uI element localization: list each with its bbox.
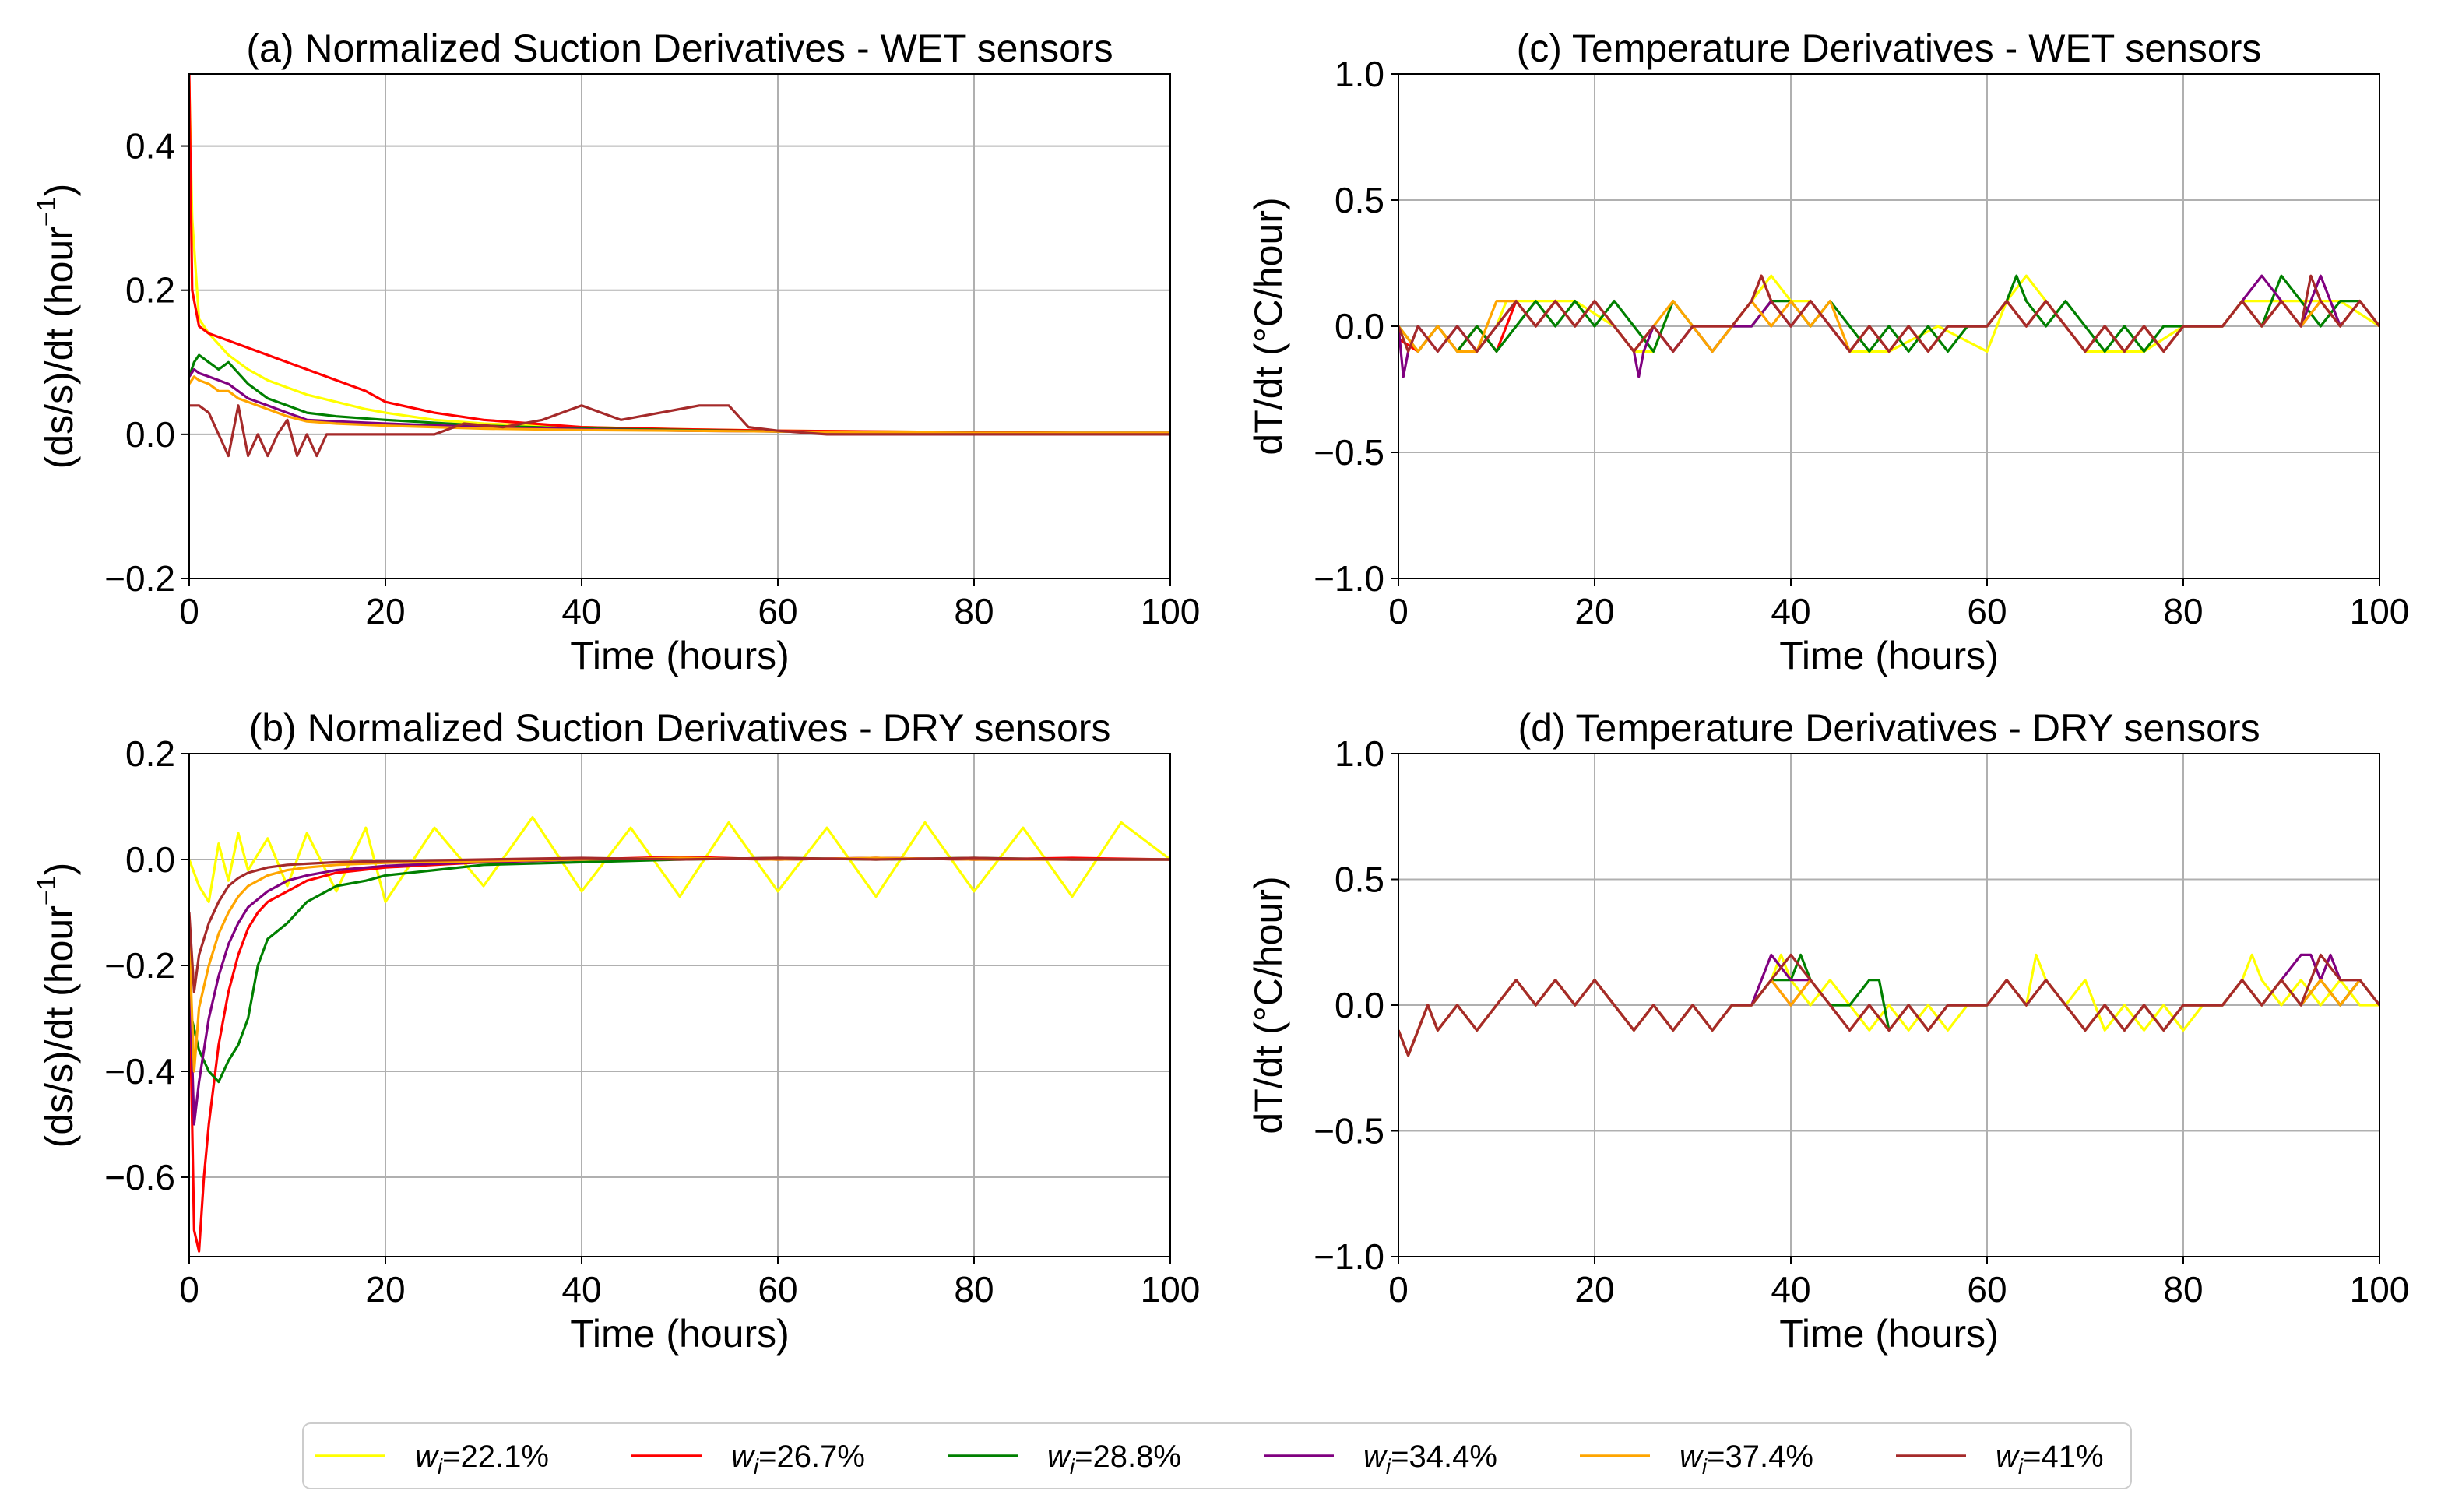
series-group xyxy=(1398,953,2379,1057)
x-tick-label: 60 xyxy=(1967,591,2007,631)
chart-title: (d) Temperature Derivatives - DRY sensor… xyxy=(1518,706,2260,750)
panels: 0 20 40 60 80 100 −0.2 0.0 0.2 0.4 (a) Normalized … xyxy=(32,26,2409,1356)
chart-title: (a) Normalized Suction Derivatives - WET… xyxy=(246,26,1113,70)
series-line-w41 xyxy=(189,404,1170,458)
y-tick-label: −0.6 xyxy=(104,1157,175,1197)
panel-a: 0 20 40 60 80 100 −0.2 0.0 0.2 0.4 (a) Normalized … xyxy=(32,26,1200,677)
series-line-w221 xyxy=(189,815,1170,904)
x-tick-label: 0 xyxy=(1388,591,1409,631)
legend-entry-w41: wi=41% xyxy=(1896,1440,2104,1479)
x-axis-label: Time (hours) xyxy=(570,1312,790,1356)
y-axis-label: (ds/s)/dt (hour−1) xyxy=(32,863,81,1148)
x-tick-label: 100 xyxy=(2350,1269,2410,1310)
x-tick-label: 100 xyxy=(2350,591,2410,631)
x-tick-label: 20 xyxy=(1574,1269,1614,1310)
series-line-w41 xyxy=(1398,953,2379,1057)
series-group xyxy=(189,74,1170,458)
x-tick-label: 20 xyxy=(365,1269,405,1310)
y-tick-label: −0.2 xyxy=(104,558,175,599)
y-tick-label: −1.0 xyxy=(1314,1236,1384,1277)
plot-area xyxy=(189,754,1170,1257)
x-tick-label: 20 xyxy=(1574,591,1614,631)
x-tick-label: 80 xyxy=(954,591,994,631)
legend-label: wi=26.7% xyxy=(731,1440,865,1479)
series-group xyxy=(1398,274,2379,378)
y-tick-label: −1.0 xyxy=(1314,558,1384,599)
x-tick-label: 100 xyxy=(1141,1269,1201,1310)
x-tick-label: 80 xyxy=(2163,1269,2203,1310)
series-line-w374 xyxy=(189,375,1170,434)
x-tick-label: 40 xyxy=(561,591,601,631)
series-line-w41 xyxy=(189,856,1170,993)
axes-frame xyxy=(188,73,1171,579)
legend-label: wi=41% xyxy=(1996,1440,2104,1479)
legend-entry-w288: wi=28.8% xyxy=(948,1440,1181,1479)
chart-title: (b) Normalized Suction Derivatives - DRY… xyxy=(249,706,1111,750)
y-tick-label: 1.0 xyxy=(1335,54,1384,94)
legend-entry-w221: wi=22.1% xyxy=(315,1440,549,1479)
x-tick-label: 60 xyxy=(758,1269,797,1310)
y-tick-label: 0.4 xyxy=(125,126,175,167)
legend-box xyxy=(302,1422,2132,1489)
y-axis-label: dT/dt (°C/hour) xyxy=(1247,876,1290,1134)
legend-label: wi=37.4% xyxy=(1680,1440,1813,1479)
x-tick-label: 40 xyxy=(1771,591,1810,631)
legend-entry-w374: wi=37.4% xyxy=(1580,1440,1813,1479)
y-tick-label: 0.5 xyxy=(1335,180,1384,220)
legend-label: wi=28.8% xyxy=(1047,1440,1181,1479)
x-tick-label: 0 xyxy=(1388,1269,1409,1310)
panel-b: 0 20 40 60 80 100 −0.6 −0.4 −0.2 0.0 0.2 (b) Normal… xyxy=(32,706,1200,1356)
series-group xyxy=(189,815,1170,1253)
legend-entry-w267: wi=26.7% xyxy=(631,1440,865,1479)
x-tick-label: 80 xyxy=(2163,591,2203,631)
y-tick-label: 1.0 xyxy=(1335,733,1384,774)
x-tick-label: 20 xyxy=(365,591,405,631)
x-axis-label: Time (hours) xyxy=(1779,1312,1999,1356)
y-axis-label: (ds/s)/dt (hour−1) xyxy=(32,184,81,469)
y-tick-label: 0.0 xyxy=(1335,985,1384,1025)
y-tick-label: 0.0 xyxy=(125,839,175,880)
y-tick-label: −0.5 xyxy=(1314,432,1384,473)
y-tick-label: −0.2 xyxy=(104,945,175,986)
legend: wi=22.1% wi=26.7% wi=28.8% wi=34.4% wi=37.4%… xyxy=(302,1422,2132,1489)
x-tick-label: 0 xyxy=(179,591,199,631)
y-tick-label: −0.4 xyxy=(104,1051,175,1092)
panel-d: 0 20 40 60 80 100 −1.0 −0.5 0.0 0.5 1.0 (d) Tempera… xyxy=(1247,706,2409,1356)
y-tick-label: 0.0 xyxy=(1335,306,1384,346)
panel-c: 0 20 40 60 80 100 −1.0 −0.5 0.0 0.5 1.0 (c) Tempera… xyxy=(1247,26,2409,677)
plot-area xyxy=(189,74,1170,578)
x-tick-label: 60 xyxy=(1967,1269,2007,1310)
x-tick-label: 60 xyxy=(758,591,797,631)
x-tick-label: 40 xyxy=(1771,1269,1810,1310)
x-tick-label: 100 xyxy=(1141,591,1201,631)
x-axis-label: Time (hours) xyxy=(1779,634,1999,677)
y-tick-label: 0.5 xyxy=(1335,860,1384,900)
legend-entry-w344: wi=34.4% xyxy=(1264,1440,1497,1479)
y-tick-label: 0.2 xyxy=(125,270,175,311)
x-tick-label: 80 xyxy=(954,1269,994,1310)
x-axis-label: Time (hours) xyxy=(570,634,790,677)
legend-label: wi=34.4% xyxy=(1363,1440,1497,1479)
y-tick-label: 0.2 xyxy=(125,733,175,774)
y-axis-label: dT/dt (°C/hour) xyxy=(1247,197,1290,455)
axes-frame xyxy=(188,753,1171,1257)
x-tick-label: 40 xyxy=(561,1269,601,1310)
y-tick-label: −0.5 xyxy=(1314,1111,1384,1152)
legend-label: wi=22.1% xyxy=(415,1440,549,1479)
x-tick-label: 0 xyxy=(179,1269,199,1310)
series-line-w41 xyxy=(1398,274,2379,353)
chart-title: (c) Temperature Derivatives - WET sensor… xyxy=(1517,26,2262,70)
y-tick-label: 0.0 xyxy=(125,414,175,455)
